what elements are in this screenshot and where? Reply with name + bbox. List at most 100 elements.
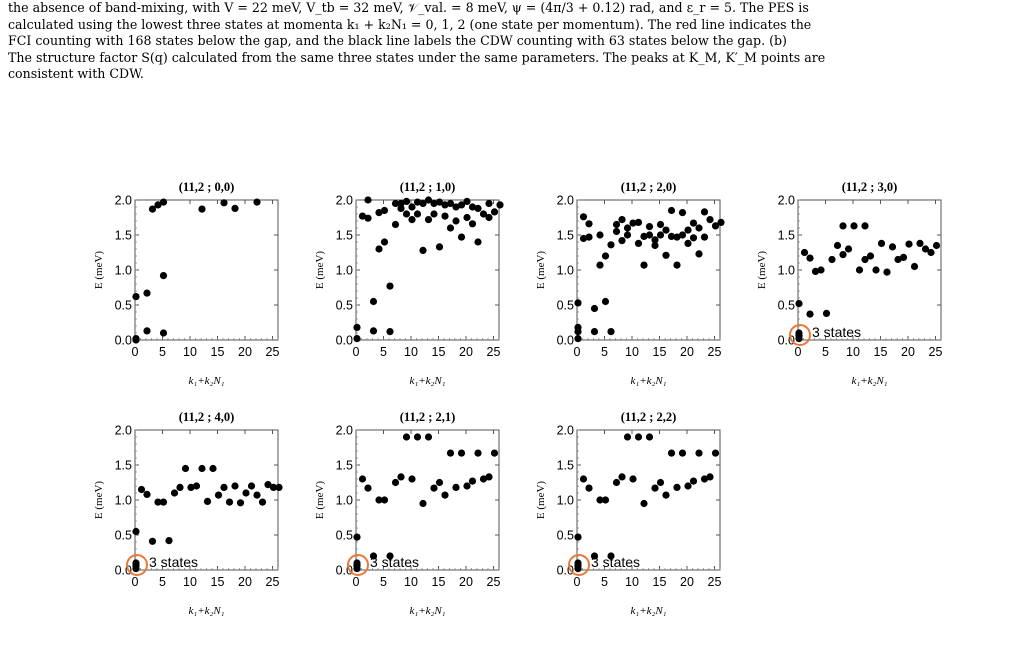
- data-point: [275, 483, 283, 491]
- annotation-label: 3 states: [591, 554, 640, 570]
- x-tick-label: 15: [653, 345, 667, 359]
- x-tick-label: 15: [211, 345, 225, 359]
- panel-title: (11,2 ; 3,0): [842, 180, 898, 194]
- data-point: [861, 222, 869, 230]
- data-point: [468, 477, 477, 485]
- data-point: [490, 208, 499, 216]
- panel-title: (11,2 ; 2,1): [400, 410, 456, 424]
- data-point: [656, 478, 665, 487]
- data-point: [684, 239, 692, 247]
- x-tick-label: 15: [211, 575, 225, 589]
- x-tick-label: 5: [601, 345, 608, 359]
- data-point: [634, 239, 643, 247]
- data-point: [861, 255, 869, 264]
- caption-line: calculated using the lowest three states…: [8, 16, 812, 32]
- data-point: [689, 234, 698, 242]
- data-point: [634, 433, 643, 441]
- x-tick-label: 20: [459, 345, 473, 359]
- data-point: [402, 210, 411, 218]
- data-point: [651, 241, 659, 250]
- y-tick-label: 0.5: [557, 529, 574, 543]
- data-point: [706, 473, 714, 481]
- data-point: [817, 266, 825, 274]
- x-tick-label: 10: [183, 345, 197, 359]
- data-point: [353, 335, 361, 343]
- panel-title: (11,2 ; 1,0): [400, 180, 456, 194]
- x-axis-label: k₁+k₂N₁: [631, 375, 667, 387]
- y-axis-label: E (meV): [93, 251, 105, 290]
- data-point: [872, 266, 880, 274]
- data-point: [236, 499, 245, 507]
- data-point: [618, 237, 626, 245]
- data-point: [695, 449, 703, 457]
- data-point: [662, 226, 670, 234]
- y-tick-label: 1.5: [115, 229, 132, 243]
- data-point: [402, 433, 411, 441]
- data-point: [220, 483, 228, 491]
- data-point: [678, 449, 687, 457]
- data-point: [607, 328, 615, 336]
- data-point: [143, 490, 151, 498]
- data-point: [585, 484, 593, 492]
- data-point: [645, 223, 654, 231]
- data-point: [474, 449, 482, 457]
- data-point: [419, 499, 427, 508]
- data-point: [468, 220, 477, 228]
- data-point: [833, 241, 842, 250]
- data-point: [888, 243, 897, 251]
- data-point: [242, 489, 250, 497]
- data-point: [662, 491, 670, 499]
- data-point: [424, 433, 433, 441]
- y-tick-label: 1.0: [115, 494, 132, 508]
- x-tick-label: 0: [574, 575, 581, 589]
- data-point: [446, 224, 455, 232]
- data-point: [877, 239, 886, 247]
- data-point: [353, 559, 361, 567]
- y-axis-label: E (meV): [93, 481, 105, 520]
- data-point: [667, 232, 676, 240]
- data-point: [585, 220, 593, 228]
- y-tick-label: 1.5: [778, 229, 795, 243]
- data-point: [452, 203, 460, 211]
- data-point: [800, 248, 809, 257]
- data-point: [932, 241, 941, 250]
- data-point: [159, 198, 168, 206]
- x-tick-label: 5: [601, 575, 608, 589]
- data-point: [148, 205, 157, 213]
- data-point: [607, 552, 615, 560]
- data-point: [386, 328, 394, 336]
- data-point: [645, 433, 654, 441]
- data-point: [386, 282, 394, 290]
- y-tick-label: 2.0: [115, 424, 132, 438]
- data-point: [612, 227, 621, 236]
- y-axis-label: E (meV): [756, 251, 768, 290]
- data-point: [143, 327, 151, 335]
- data-point: [590, 552, 599, 560]
- data-point: [656, 231, 665, 239]
- data-point: [700, 475, 709, 483]
- data-point: [132, 527, 140, 536]
- data-point: [607, 241, 615, 249]
- data-point: [883, 268, 891, 276]
- data-point: [452, 483, 460, 491]
- data-point: [187, 483, 195, 491]
- data-point: [590, 328, 599, 336]
- y-axis-label: E (meV): [535, 251, 547, 290]
- data-point: [391, 199, 400, 208]
- x-tick-label: 25: [708, 575, 722, 589]
- panel-2: (11,2 ; 2,0) 0.0 0.5 1.0 1.5 2.0 0 5 10 15 20 25 k₁+…: [535, 180, 725, 387]
- data-point: [397, 199, 405, 208]
- data-point: [844, 245, 853, 253]
- data-point: [380, 496, 389, 504]
- y-tick-label: 1.5: [557, 229, 574, 243]
- data-point: [839, 251, 847, 259]
- data-point: [375, 496, 383, 504]
- x-tick-label: 10: [183, 575, 197, 589]
- x-tick-label: 5: [159, 575, 166, 589]
- data-point: [574, 323, 582, 331]
- data-point: [435, 198, 444, 206]
- data-point: [579, 475, 588, 483]
- data-point: [369, 327, 378, 335]
- data-point: [198, 205, 206, 213]
- panel-title: (11,2 ; 0,0): [179, 180, 235, 194]
